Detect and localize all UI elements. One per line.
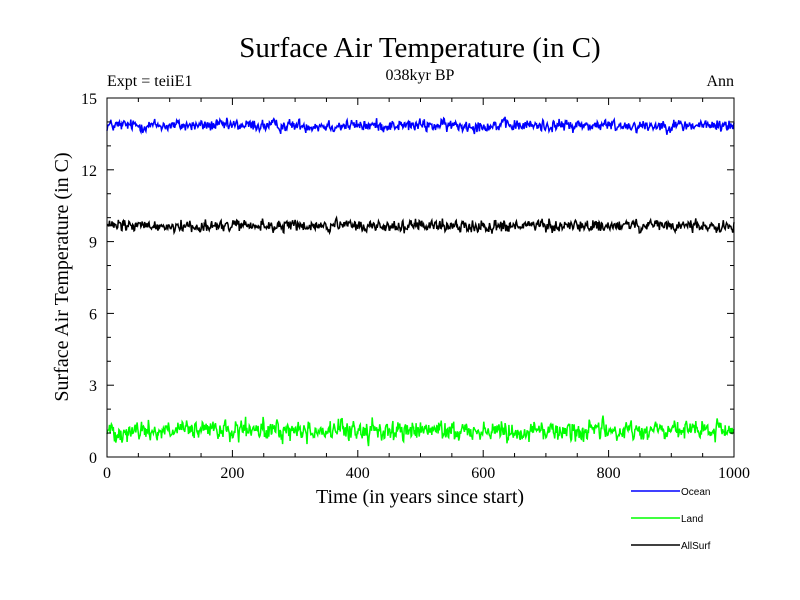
legend-label-allsurf: AllSurf bbox=[681, 541, 711, 552]
x-axis-label: Time (in years since start) bbox=[316, 486, 524, 508]
x-tick-label: 0 bbox=[103, 465, 111, 482]
plot-frame bbox=[106, 97, 735, 458]
x-tick-label: 600 bbox=[471, 465, 495, 482]
series-layer bbox=[106, 116, 735, 447]
y-tick-label: 12 bbox=[81, 163, 97, 180]
y-tick-label: 15 bbox=[81, 91, 97, 108]
legend: Ocean Land AllSurf bbox=[631, 487, 711, 552]
y-tick-label: 6 bbox=[89, 306, 97, 323]
series-line-allsurf bbox=[106, 215, 735, 236]
y-tick-label: 0 bbox=[89, 450, 97, 467]
chart-title: Surface Air Temperature (in C) bbox=[239, 32, 600, 64]
y-tick-label: 9 bbox=[89, 235, 97, 252]
x-tick-label: 400 bbox=[346, 465, 370, 482]
experiment-label: Expt = teiiE1 bbox=[107, 73, 192, 90]
x-tick-label: 1000 bbox=[718, 465, 750, 482]
y-tick-label: 3 bbox=[89, 378, 97, 395]
series-line-ocean bbox=[106, 116, 735, 135]
legend-label-ocean: Ocean bbox=[681, 487, 710, 498]
ticks-layer: 0 200 400 600 800 1000 0 3 6 9 12 15 bbox=[81, 91, 750, 482]
season-label: Ann bbox=[706, 73, 734, 90]
y-axis-label: Surface Air Temperature (in C) bbox=[51, 152, 73, 401]
series-line-land bbox=[106, 415, 735, 447]
chart-subtitle: 038kyr BP bbox=[386, 67, 455, 84]
legend-label-land: Land bbox=[681, 514, 703, 525]
x-tick-label: 800 bbox=[597, 465, 621, 482]
x-tick-label: 200 bbox=[220, 465, 244, 482]
